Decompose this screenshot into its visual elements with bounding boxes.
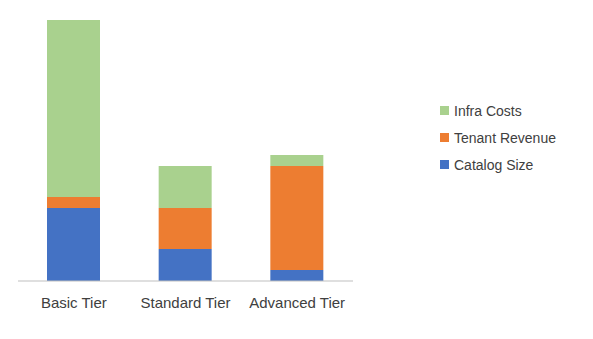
svg-text:Standard Tier: Standard Tier <box>140 294 230 311</box>
html-text:Tenant Revenue: Tenant Revenue <box>454 129 556 146</box>
svg-text:Advanced Tier: Advanced Tier <box>249 294 345 311</box>
html-text:Catalog Size: Catalog Size <box>454 156 534 173</box>
svg-text:Basic Tier: Basic Tier <box>41 294 107 311</box>
html-text:Infra Costs: Infra Costs <box>454 102 522 119</box>
